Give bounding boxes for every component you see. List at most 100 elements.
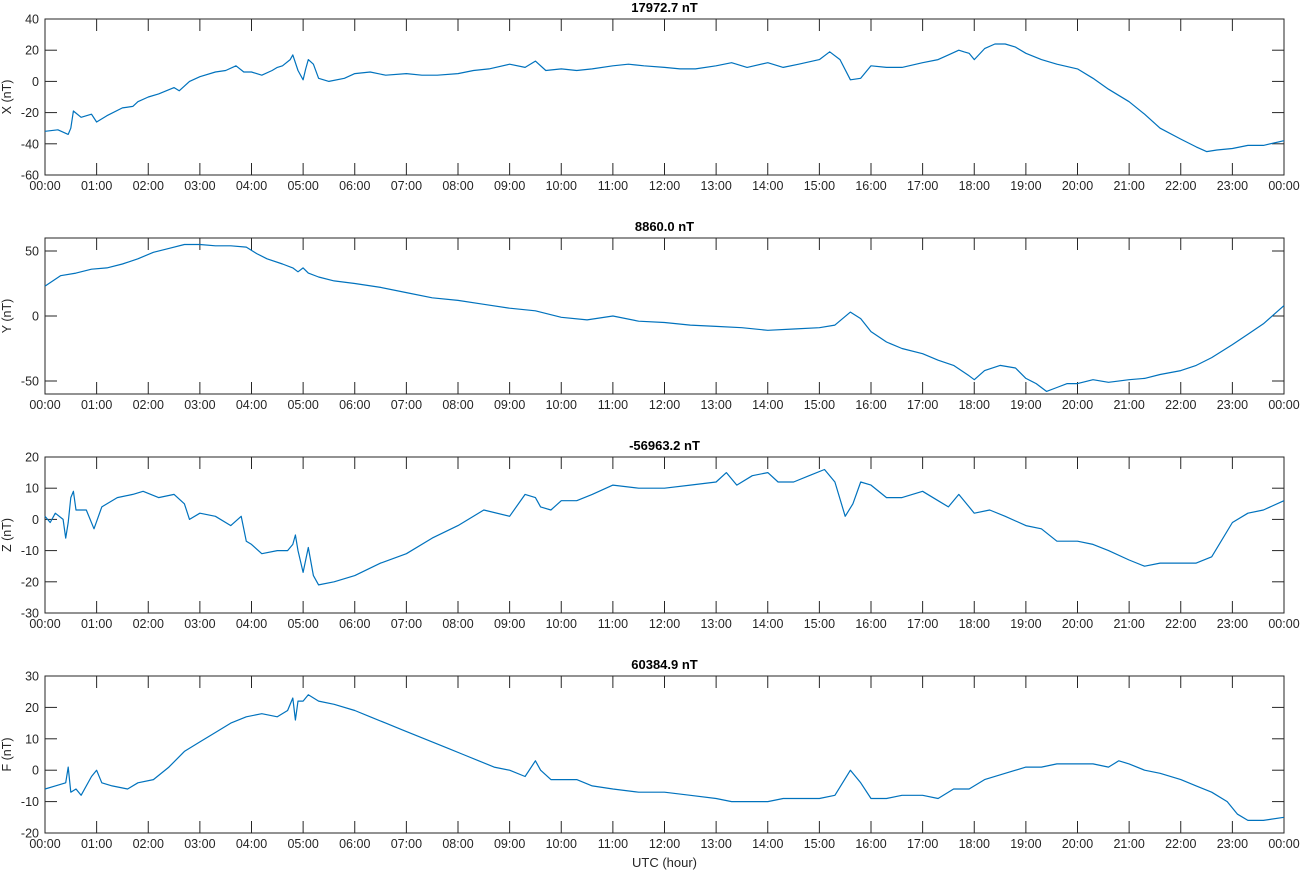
panel-f-xtick-label: 00:00 — [1268, 837, 1299, 851]
panel-z-xtick-label: 02:00 — [133, 617, 164, 631]
panel-y-xtick-label: 11:00 — [598, 398, 628, 412]
panel-f-xtick-label: 05:00 — [287, 837, 318, 851]
panel-x-xtick-label: 00:00 — [29, 179, 60, 193]
panel-f-xtick-label: 22:00 — [1165, 837, 1196, 851]
x-axis-label: UTC (hour) — [632, 855, 697, 870]
panel-y-xtick-label: 20:00 — [1062, 398, 1093, 412]
panel-x-xtick-label: 06:00 — [339, 179, 370, 193]
panel-f-xtick-label: 02:00 — [133, 837, 164, 851]
panel-z-ytick-label: -30 — [21, 607, 39, 621]
panel-x-ylabel: X (nT) — [0, 80, 14, 115]
panel-z-xtick-label: 09:00 — [494, 617, 525, 631]
panel-f-ytick-label: 10 — [25, 732, 39, 746]
panel-x-xtick-label: 17:00 — [907, 179, 938, 193]
panel-y-xtick-label: 22:00 — [1165, 398, 1196, 412]
panel-y-xtick-label: 17:00 — [907, 398, 938, 412]
panel-x-ytick-label: 20 — [25, 44, 39, 58]
panel-f-xtick-label: 23:00 — [1217, 837, 1248, 851]
panel-z-ytick-label: 0 — [32, 513, 39, 527]
panel-f-xtick-label: 12:00 — [649, 837, 680, 851]
panel-x-xtick-label: 05:00 — [287, 179, 318, 193]
panel-x-ytick-label: -40 — [21, 137, 39, 151]
panel-f-xtick-label: 20:00 — [1062, 837, 1093, 851]
panel-f-ytick-label: -20 — [21, 827, 39, 841]
panel-z-xtick-label: 16:00 — [855, 617, 886, 631]
panel-x-xtick-label: 16:00 — [855, 179, 886, 193]
panel-x-ytick-label: 40 — [25, 13, 39, 27]
panel-x-xtick-label: 03:00 — [184, 179, 215, 193]
panel-f-ytick-label: 30 — [25, 670, 39, 684]
panel-f-xtick-label: 04:00 — [236, 837, 267, 851]
panel-f-xtick-label: 00:00 — [29, 837, 60, 851]
panel-f-xtick-label: 17:00 — [907, 837, 938, 851]
panel-x-xtick-label: 09:00 — [494, 179, 525, 193]
panel-z: -56963.2 nT Z (nT) 00:00 01:00 02:00 03:00 0… — [0, 438, 1300, 631]
panel-z-xtick-label: 12:00 — [649, 617, 680, 631]
panel-x-xtick-label: 19:00 — [1010, 179, 1041, 193]
panel-x-series-line — [44, 43, 1285, 153]
panel-z-title: -56963.2 nT — [629, 438, 700, 453]
panel-x-title: 17972.7 nT — [631, 0, 698, 15]
panel-z-xtick-label: 19:00 — [1010, 617, 1041, 631]
panel-f-xtick-label: 16:00 — [855, 837, 886, 851]
panel-f-xtick-label: 07:00 — [391, 837, 422, 851]
panel-y-title: 8860.0 nT — [635, 219, 694, 234]
panel-f-xtick-label: 09:00 — [494, 837, 525, 851]
panel-x-axes-box — [44, 18, 1285, 176]
panel-z-xtick-label: 11:00 — [598, 617, 628, 631]
panel-z-xtick-label: 07:00 — [391, 617, 422, 631]
panel-f-xtick-label: 18:00 — [959, 837, 990, 851]
panel-x: 17972.7 nT X (nT) 00:00 01:00 02:00 03:00 04… — [0, 0, 1300, 193]
panel-x-xtick-label: 22:00 — [1165, 179, 1196, 193]
panel-f-xtick-label: 06:00 — [339, 837, 370, 851]
panel-y-xtick-label: 00:00 — [29, 398, 60, 412]
panel-y-axes-box — [44, 237, 1285, 395]
panel-z-xtick-label: 17:00 — [907, 617, 938, 631]
panel-f-ytick-label: 20 — [25, 701, 39, 715]
panel-x-xtick-label: 21:00 — [1113, 179, 1144, 193]
panel-x-xtick-label: 11:00 — [598, 179, 628, 193]
panel-x-xtick-label: 07:00 — [391, 179, 422, 193]
panel-z-ytick-label: 20 — [25, 451, 39, 465]
panel-f-xtick-label: 13:00 — [700, 837, 731, 851]
panel-y-xtick-label: 05:00 — [287, 398, 318, 412]
panel-y-xtick-label: 08:00 — [442, 398, 473, 412]
panel-y-xtick-label: 03:00 — [184, 398, 215, 412]
panel-x-xtick-label: 01:00 — [81, 179, 112, 193]
panel-y-ytick-label: 0 — [32, 310, 39, 324]
panel-z-xtick-label: 23:00 — [1217, 617, 1248, 631]
panel-z-xtick-label: 01:00 — [81, 617, 112, 631]
panel-y-xtick-label: 23:00 — [1217, 398, 1248, 412]
panel-y-xtick-label: 12:00 — [649, 398, 680, 412]
panel-x-ytick-label: -60 — [21, 169, 39, 183]
panel-z-xtick-label: 20:00 — [1062, 617, 1093, 631]
panel-z-xtick-label: 10:00 — [546, 617, 577, 631]
panel-z-axes-box — [44, 456, 1285, 614]
panel-y-ylabel: Y (nT) — [0, 299, 14, 334]
panel-f-xtick-label: 19:00 — [1010, 837, 1041, 851]
panel-z-xtick-label: 00:00 — [29, 617, 60, 631]
panel-z-xtick-label: 18:00 — [959, 617, 990, 631]
panel-y-ytick-label: 50 — [25, 245, 39, 259]
panel-z-xtick-label: 00:00 — [1268, 617, 1299, 631]
panel-z-xtick-label: 06:00 — [339, 617, 370, 631]
panel-y-xtick-label: 07:00 — [391, 398, 422, 412]
panel-z-series-line — [44, 468, 1285, 586]
panel-x-xtick-label: 12:00 — [649, 179, 680, 193]
panel-f-ytick-label: -10 — [21, 795, 39, 809]
panel-f-xtick-label: 08:00 — [442, 837, 473, 851]
panel-y-xtick-label: 09:00 — [494, 398, 525, 412]
panel-x-xtick-label: 04:00 — [236, 179, 267, 193]
panel-z-xtick-label: 13:00 — [700, 617, 731, 631]
panel-y-xtick-label: 10:00 — [546, 398, 577, 412]
panel-z-xtick-label: 14:00 — [752, 617, 783, 631]
panel-x-xtick-label: 10:00 — [546, 179, 577, 193]
panel-z-xtick-label: 22:00 — [1165, 617, 1196, 631]
panel-y-series-line — [44, 243, 1285, 392]
panel-y-xtick-label: 18:00 — [959, 398, 990, 412]
panel-f-xtick-label: 11:00 — [598, 837, 628, 851]
panel-x-xtick-label: 14:00 — [752, 179, 783, 193]
panel-y: 8860.0 nT Y (nT) 00:00 01:00 02:00 03:00 04:… — [0, 219, 1300, 412]
panel-z-ylabel: Z (nT) — [0, 518, 14, 552]
